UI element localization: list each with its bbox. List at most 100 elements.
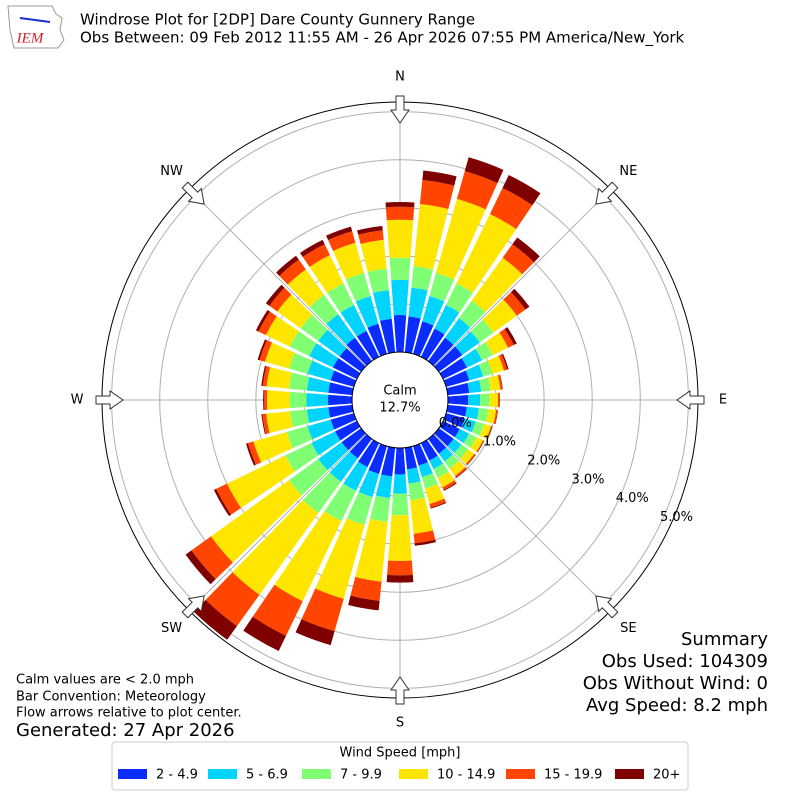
wind-bar — [421, 473, 438, 489]
wind-bar — [454, 444, 469, 459]
wind-bar — [213, 488, 232, 517]
wind-bar — [504, 327, 517, 346]
wind-bar — [358, 230, 384, 244]
wind-bar — [329, 451, 358, 482]
wind-bar — [327, 283, 354, 313]
wind-bar — [446, 283, 473, 313]
wind-bar — [261, 413, 266, 435]
flow-arrow — [676, 390, 705, 410]
wind-bar — [503, 292, 526, 316]
wind-bar — [346, 337, 372, 366]
wind-bar — [318, 329, 347, 357]
wind-bar — [307, 360, 335, 381]
wind-bar — [367, 323, 387, 357]
calm-value: 12.7% — [379, 401, 420, 416]
wind-bar — [306, 377, 331, 393]
logo-line — [19, 17, 51, 23]
wind-bar — [265, 284, 285, 306]
wind-bar — [349, 434, 372, 459]
wind-bar — [205, 572, 260, 627]
wind-bar — [486, 425, 492, 440]
wind-bar — [253, 432, 293, 463]
wind-bar — [350, 577, 382, 601]
wind-bar — [328, 404, 354, 418]
wind-bar — [446, 382, 470, 396]
wind-bar — [385, 206, 415, 221]
wind-bar — [413, 321, 434, 357]
wind-bar — [444, 318, 471, 345]
wind-bar — [467, 379, 482, 393]
wind-bar — [343, 461, 368, 491]
wind-bar — [429, 455, 444, 470]
wind-bar — [341, 428, 366, 451]
wind-bar — [340, 304, 367, 337]
legend-label: 10 - 14.9 — [437, 768, 495, 783]
wind-bar — [266, 390, 290, 410]
wind-bar — [429, 272, 455, 302]
wind-bar — [290, 409, 310, 428]
wind-bar — [502, 244, 535, 275]
wind-bar — [455, 331, 480, 356]
wind-bar — [404, 446, 418, 470]
wind-bar — [425, 484, 445, 505]
legend-label: 7 - 9.9 — [340, 768, 382, 783]
wind-bar — [306, 393, 329, 407]
wind-bar — [301, 588, 344, 632]
wind-bar — [257, 339, 267, 361]
wind-bar — [261, 365, 267, 387]
compass-label: N — [395, 70, 405, 85]
wind-bar — [226, 455, 295, 509]
wind-bar — [420, 439, 438, 461]
wind-bar — [443, 370, 470, 387]
wind-bar — [428, 434, 447, 454]
flow-arrow — [390, 676, 410, 705]
wind-bar — [512, 237, 540, 263]
wind-bar — [318, 442, 349, 471]
wind-bar — [489, 187, 533, 230]
wind-bar — [439, 420, 460, 438]
wind-bar — [289, 331, 317, 357]
wind-bar — [437, 471, 455, 488]
wind-bar — [447, 438, 462, 453]
wind-bar — [449, 460, 466, 476]
wind-bar — [356, 330, 380, 361]
wind-bar — [411, 266, 434, 291]
wind-bar — [479, 423, 492, 439]
legend-swatch — [506, 769, 535, 779]
wind-bar — [434, 428, 454, 447]
compass-label: SW — [161, 621, 182, 636]
wind-bar — [438, 447, 453, 462]
wind-bar — [497, 374, 503, 390]
wind-bar — [289, 391, 307, 409]
flow-arrow — [95, 390, 124, 410]
wind-bar — [258, 311, 277, 336]
wind-bar — [408, 287, 428, 319]
wind-bar — [410, 497, 434, 534]
wind-bar — [333, 242, 365, 280]
wind-bar — [471, 257, 523, 313]
wind-bar — [470, 319, 494, 343]
wind-bar — [266, 411, 293, 434]
legend-label: 20+ — [653, 768, 680, 783]
wind-bar — [476, 408, 489, 422]
wind-bar — [360, 239, 387, 272]
wind-bar — [419, 180, 455, 209]
wind-bar — [330, 370, 357, 387]
legend-label: 15 - 19.9 — [544, 768, 602, 783]
wind-bar — [489, 392, 498, 408]
wind-bar — [435, 198, 486, 280]
wind-bar — [461, 348, 483, 368]
wind-bar — [477, 440, 485, 453]
compass-label: W — [71, 393, 84, 408]
wind-bar — [288, 459, 328, 496]
note: Bar Convention: Meteorology — [16, 690, 206, 705]
wind-bar — [345, 272, 371, 302]
summary: Obs Without Wind: 0 — [583, 673, 768, 694]
wind-bar — [265, 316, 299, 347]
wind-bar — [488, 375, 501, 391]
legend-swatch — [208, 769, 237, 779]
wind-bar — [464, 157, 504, 184]
wind-bar — [255, 310, 271, 332]
wind-bar — [446, 404, 467, 417]
wind-bar — [420, 328, 445, 361]
